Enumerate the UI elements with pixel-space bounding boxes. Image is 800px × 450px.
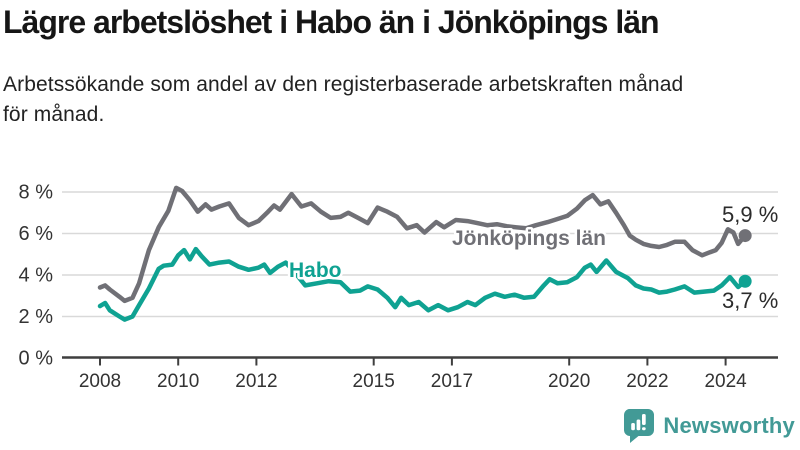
series-line-jonkopings-lan bbox=[97, 185, 748, 304]
x-tick-label-2020: 2020 bbox=[548, 371, 590, 392]
series-line-habo bbox=[97, 246, 748, 322]
end-value-label-habo: 3,7 % bbox=[722, 288, 778, 313]
y-tick-label-4: 4 % bbox=[19, 265, 54, 287]
x-tick-label-2008: 2008 bbox=[79, 371, 121, 392]
x-tick-label-2015: 2015 bbox=[353, 371, 395, 392]
chart-subtitle: Arbetssökande som andel av den registerb… bbox=[3, 70, 683, 130]
x-tick-label-2012: 2012 bbox=[235, 371, 277, 392]
series-label-habo: Habo bbox=[289, 259, 342, 282]
series-label-jonkopings-lan: Jönköpings län bbox=[452, 227, 606, 250]
y-axis-labels: 8 % 6 % 4 % 2 % 0 % bbox=[19, 182, 54, 370]
y-tick-label-0: 0 % bbox=[19, 348, 54, 370]
y-tick-label-6: 6 % bbox=[19, 223, 54, 245]
end-value-label-jonkopings-lan: 5,9 % bbox=[722, 202, 778, 227]
series-lines bbox=[97, 185, 748, 322]
y-tick-label-8: 8 % bbox=[19, 182, 54, 204]
gridlines bbox=[62, 191, 778, 318]
series-end-dot-habo bbox=[738, 274, 752, 288]
x-axis-labels: 2008 2010 2012 2015 2017 2020 2022 2024 bbox=[79, 371, 747, 392]
newsworthy-logo: Newsworthy bbox=[624, 409, 795, 443]
series-end-dots bbox=[738, 229, 752, 288]
subtitle-line-1: Arbetssökande som andel av den registerb… bbox=[3, 73, 684, 96]
x-tick-label-2010: 2010 bbox=[157, 371, 199, 392]
x-tick-label-2022: 2022 bbox=[626, 371, 668, 392]
newsworthy-icon bbox=[624, 409, 655, 443]
y-tick-label-2: 2 % bbox=[19, 306, 54, 328]
subtitle-line-2: för månad. bbox=[3, 103, 105, 126]
x-tick-label-2024: 2024 bbox=[704, 371, 747, 392]
series-end-dot-jonkopings-lan bbox=[738, 229, 752, 243]
unemployment-line-chart: 8 % 6 % 4 % 2 % 0 % 2008 2010 2012 2015 2017 2020… bbox=[19, 182, 779, 393]
x-axis bbox=[62, 356, 778, 366]
newsworthy-wordmark: Newsworthy bbox=[663, 413, 795, 438]
page-title: Lägre arbetslöshet i Habo än i Jönköping… bbox=[3, 4, 660, 40]
x-tick-label-2017: 2017 bbox=[431, 371, 473, 392]
